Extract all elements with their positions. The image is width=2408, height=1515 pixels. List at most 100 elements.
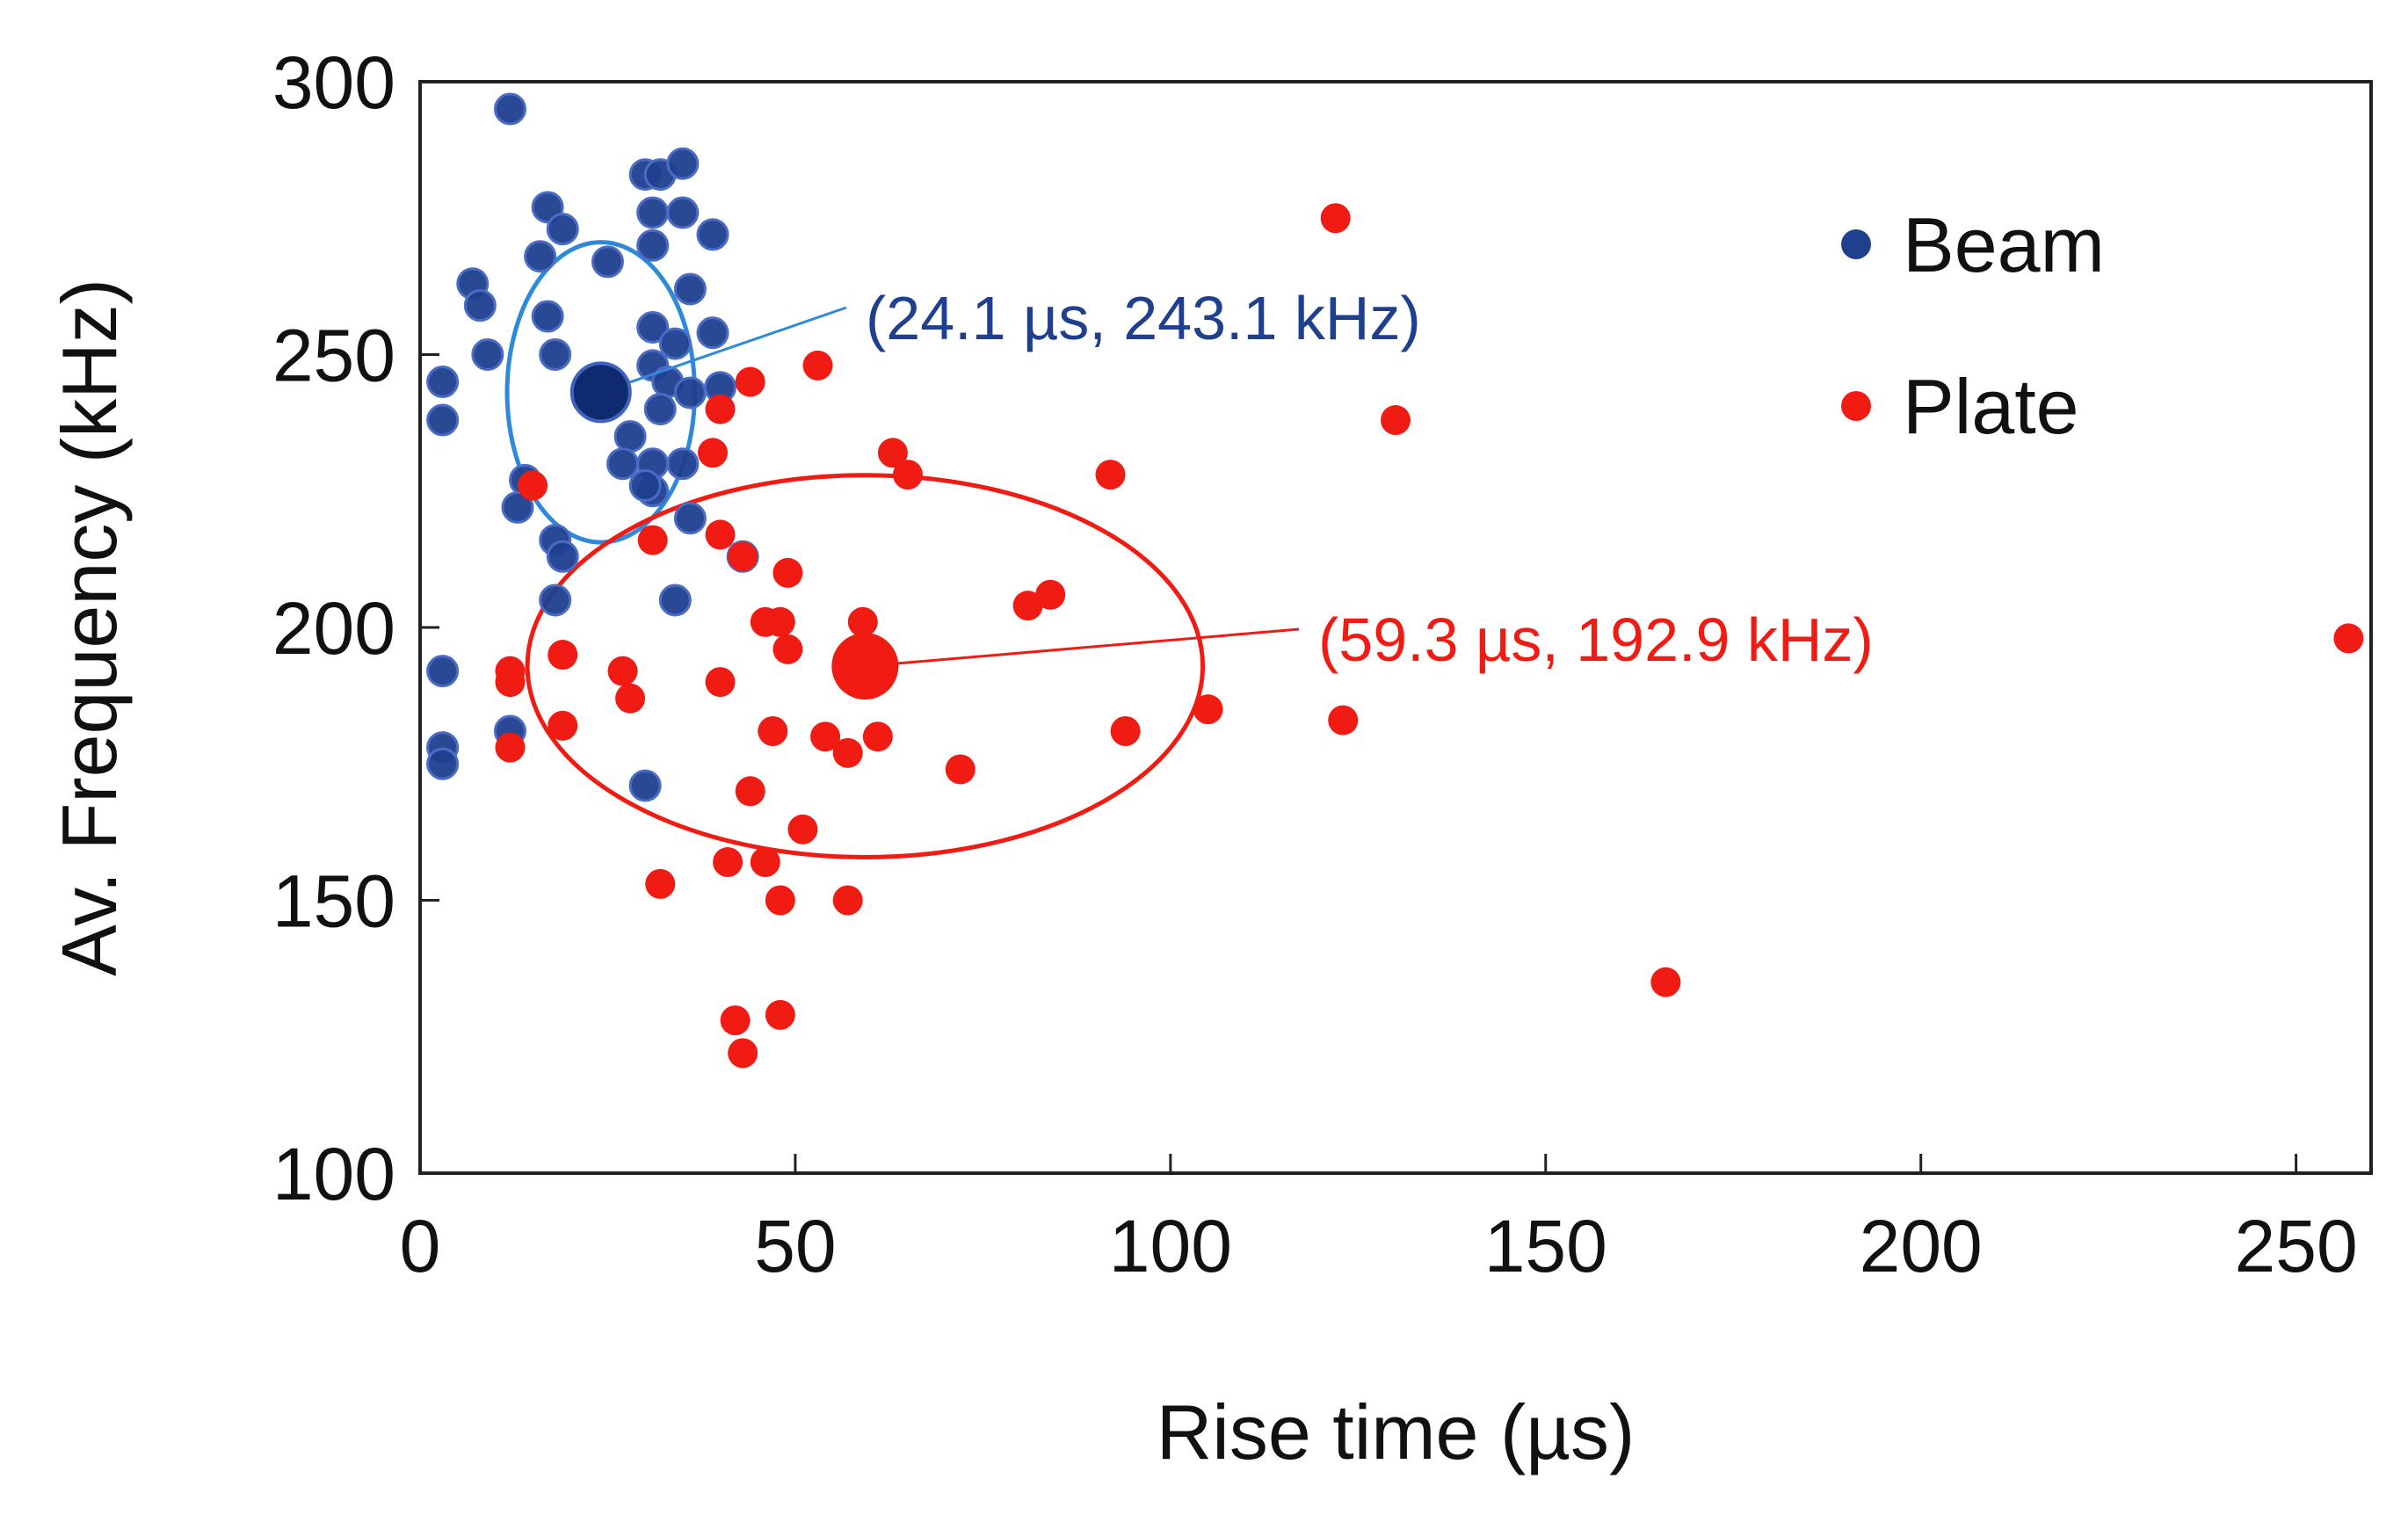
point-plate bbox=[802, 350, 833, 381]
point-plate bbox=[765, 885, 795, 916]
x-tick-label: 250 bbox=[2235, 1205, 2358, 1287]
point-beam bbox=[666, 196, 700, 229]
centroid-marker-beam bbox=[569, 361, 632, 424]
x-tick-label: 50 bbox=[754, 1205, 836, 1287]
y-tick-label: 100 bbox=[272, 1133, 395, 1215]
point-beam bbox=[463, 289, 497, 323]
x-tick-label: 0 bbox=[400, 1205, 441, 1287]
data-points bbox=[426, 92, 2364, 1069]
point-beam bbox=[501, 490, 534, 524]
point-plate bbox=[765, 999, 795, 1030]
legend-label-plate: Plate bbox=[1903, 363, 2079, 450]
point-beam bbox=[426, 366, 460, 399]
legend-label-beam: Beam bbox=[1903, 201, 2105, 288]
point-plate bbox=[758, 715, 788, 746]
point-beam bbox=[628, 769, 662, 802]
point-beam bbox=[493, 92, 526, 126]
x-tick-label: 150 bbox=[1484, 1205, 1607, 1287]
point-plate bbox=[1095, 460, 1126, 490]
point-beam bbox=[658, 327, 692, 360]
x-tick-label: 100 bbox=[1109, 1205, 1232, 1287]
point-plate bbox=[772, 634, 803, 664]
point-plate bbox=[645, 868, 676, 899]
point-plate bbox=[705, 667, 736, 698]
point-beam bbox=[696, 316, 729, 350]
point-plate bbox=[750, 847, 780, 878]
y-tick-label: 150 bbox=[272, 860, 395, 943]
point-beam bbox=[658, 584, 692, 617]
legend-marker-beam bbox=[1841, 229, 1871, 259]
point-beam bbox=[426, 403, 460, 437]
point-plate bbox=[945, 754, 976, 785]
point-beam bbox=[613, 420, 647, 453]
point-beam bbox=[546, 213, 579, 246]
legend: Beam Plate bbox=[1841, 201, 2105, 450]
x-axis-label: Rise time (µs) bbox=[1157, 1388, 1636, 1475]
point-beam bbox=[539, 338, 572, 371]
point-beam bbox=[636, 228, 670, 262]
point-plate bbox=[548, 640, 578, 671]
point-plate bbox=[548, 710, 578, 741]
point-beam bbox=[673, 502, 707, 535]
point-plate bbox=[720, 1005, 751, 1036]
point-plate bbox=[698, 438, 728, 468]
point-beam bbox=[546, 540, 579, 573]
point-plate bbox=[1110, 715, 1141, 746]
point-plate bbox=[1193, 694, 1223, 725]
point-beam bbox=[666, 147, 700, 180]
point-plate bbox=[765, 606, 795, 637]
y-tick-label: 200 bbox=[272, 587, 395, 670]
point-beam bbox=[666, 447, 700, 481]
point-plate bbox=[847, 606, 878, 637]
centroid-label-plate: (59.3 µs, 192.9 kHz) bbox=[1318, 605, 1874, 674]
point-beam bbox=[531, 300, 564, 333]
centroid-annotations: (24.1 µs, 243.1 kHz) (59.3 µs, 192.9 kHz) bbox=[569, 284, 1874, 700]
point-plate bbox=[1035, 579, 1066, 610]
point-plate bbox=[518, 470, 548, 501]
x-tick-label: 200 bbox=[1860, 1205, 1983, 1287]
point-beam bbox=[636, 310, 670, 344]
point-plate bbox=[728, 541, 758, 572]
point-beam bbox=[471, 338, 504, 371]
point-beam bbox=[673, 272, 707, 306]
point-plate bbox=[713, 847, 743, 878]
centroid-marker-plate bbox=[831, 633, 899, 700]
point-plate bbox=[877, 438, 908, 468]
point-beam bbox=[591, 245, 624, 279]
point-beam bbox=[426, 747, 460, 780]
point-plate bbox=[1650, 967, 1681, 997]
x-axis: 0 50 100 150 200 250 bbox=[400, 1154, 2358, 1287]
y-axis: 100 150 200 250 300 bbox=[272, 41, 439, 1215]
point-beam bbox=[643, 393, 677, 426]
point-plate bbox=[1381, 405, 1411, 436]
point-plate bbox=[735, 366, 765, 397]
point-plate bbox=[1320, 203, 1351, 234]
point-plate bbox=[705, 519, 736, 550]
point-plate bbox=[862, 721, 893, 752]
point-plate bbox=[1012, 591, 1043, 621]
point-plate bbox=[832, 737, 863, 768]
point-plate bbox=[495, 732, 526, 763]
point-plate bbox=[2333, 623, 2364, 654]
point-beam bbox=[524, 240, 557, 273]
point-beam bbox=[539, 584, 572, 617]
point-beam bbox=[606, 447, 640, 481]
point-plate bbox=[787, 814, 818, 844]
point-beam bbox=[636, 196, 670, 229]
y-tick-label: 300 bbox=[272, 41, 395, 124]
point-plate bbox=[637, 525, 668, 555]
point-plate bbox=[832, 885, 863, 916]
leader-line-beam bbox=[600, 306, 847, 394]
point-plate bbox=[728, 1038, 758, 1069]
legend-marker-plate bbox=[1841, 391, 1871, 421]
y-axis-label: Av. Frequency (kHz) bbox=[46, 279, 133, 976]
point-plate bbox=[607, 656, 638, 686]
point-plate bbox=[735, 776, 765, 807]
leader-line-plate bbox=[865, 627, 1300, 668]
point-plate bbox=[1328, 705, 1359, 736]
y-tick-label: 250 bbox=[272, 315, 395, 397]
point-plate bbox=[772, 557, 803, 588]
point-beam bbox=[696, 218, 729, 251]
ellipse-plate bbox=[525, 473, 1206, 859]
